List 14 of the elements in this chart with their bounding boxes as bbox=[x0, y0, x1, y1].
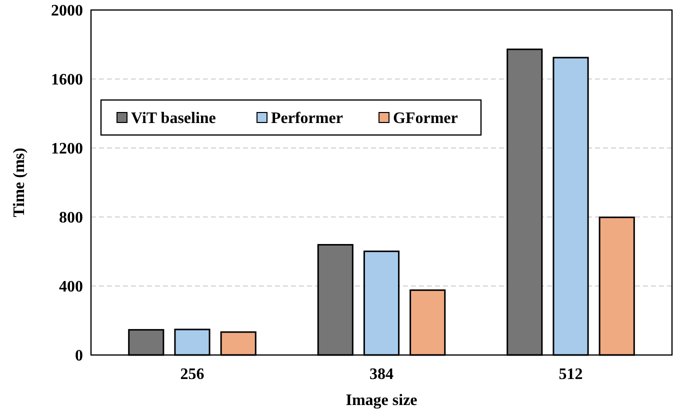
y-tick-label: 1600 bbox=[51, 72, 83, 89]
legend-label: ViT baseline bbox=[131, 110, 216, 128]
x-tick-label: 256 bbox=[180, 366, 204, 383]
y-tick-label: 1200 bbox=[51, 140, 83, 158]
x-tick-label: 384 bbox=[370, 366, 394, 383]
x-tick-label: 512 bbox=[558, 366, 583, 383]
y-tick-label: 400 bbox=[59, 278, 83, 296]
legend-label: Performer bbox=[271, 110, 343, 128]
y-tick-label: 0 bbox=[75, 348, 83, 365]
y-axis-title: Time (ms) bbox=[11, 148, 28, 218]
y-tick-label: 2000 bbox=[51, 2, 83, 20]
legend-label: GFormer bbox=[393, 110, 458, 128]
x-axis-title: Image size bbox=[346, 392, 418, 409]
y-tick-label: 800 bbox=[59, 210, 83, 227]
